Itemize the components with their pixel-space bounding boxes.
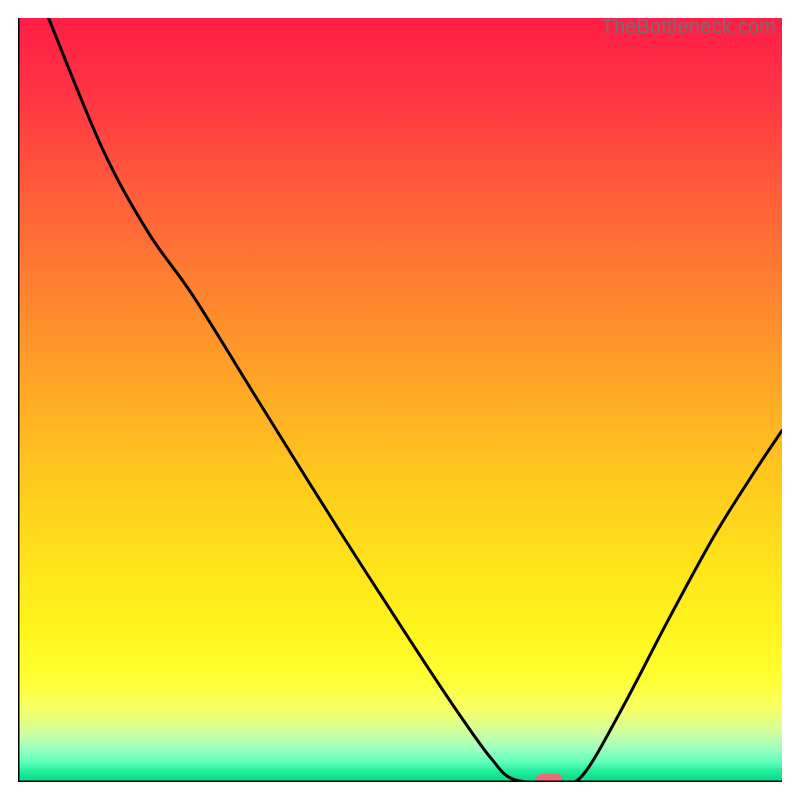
watermark-label: TheBottleneck.com	[601, 16, 776, 39]
plot-svg	[18, 18, 782, 782]
plot-area: TheBottleneck.com	[18, 18, 782, 782]
gradient-background	[18, 18, 782, 782]
chart-frame: TheBottleneck.com	[0, 0, 800, 800]
